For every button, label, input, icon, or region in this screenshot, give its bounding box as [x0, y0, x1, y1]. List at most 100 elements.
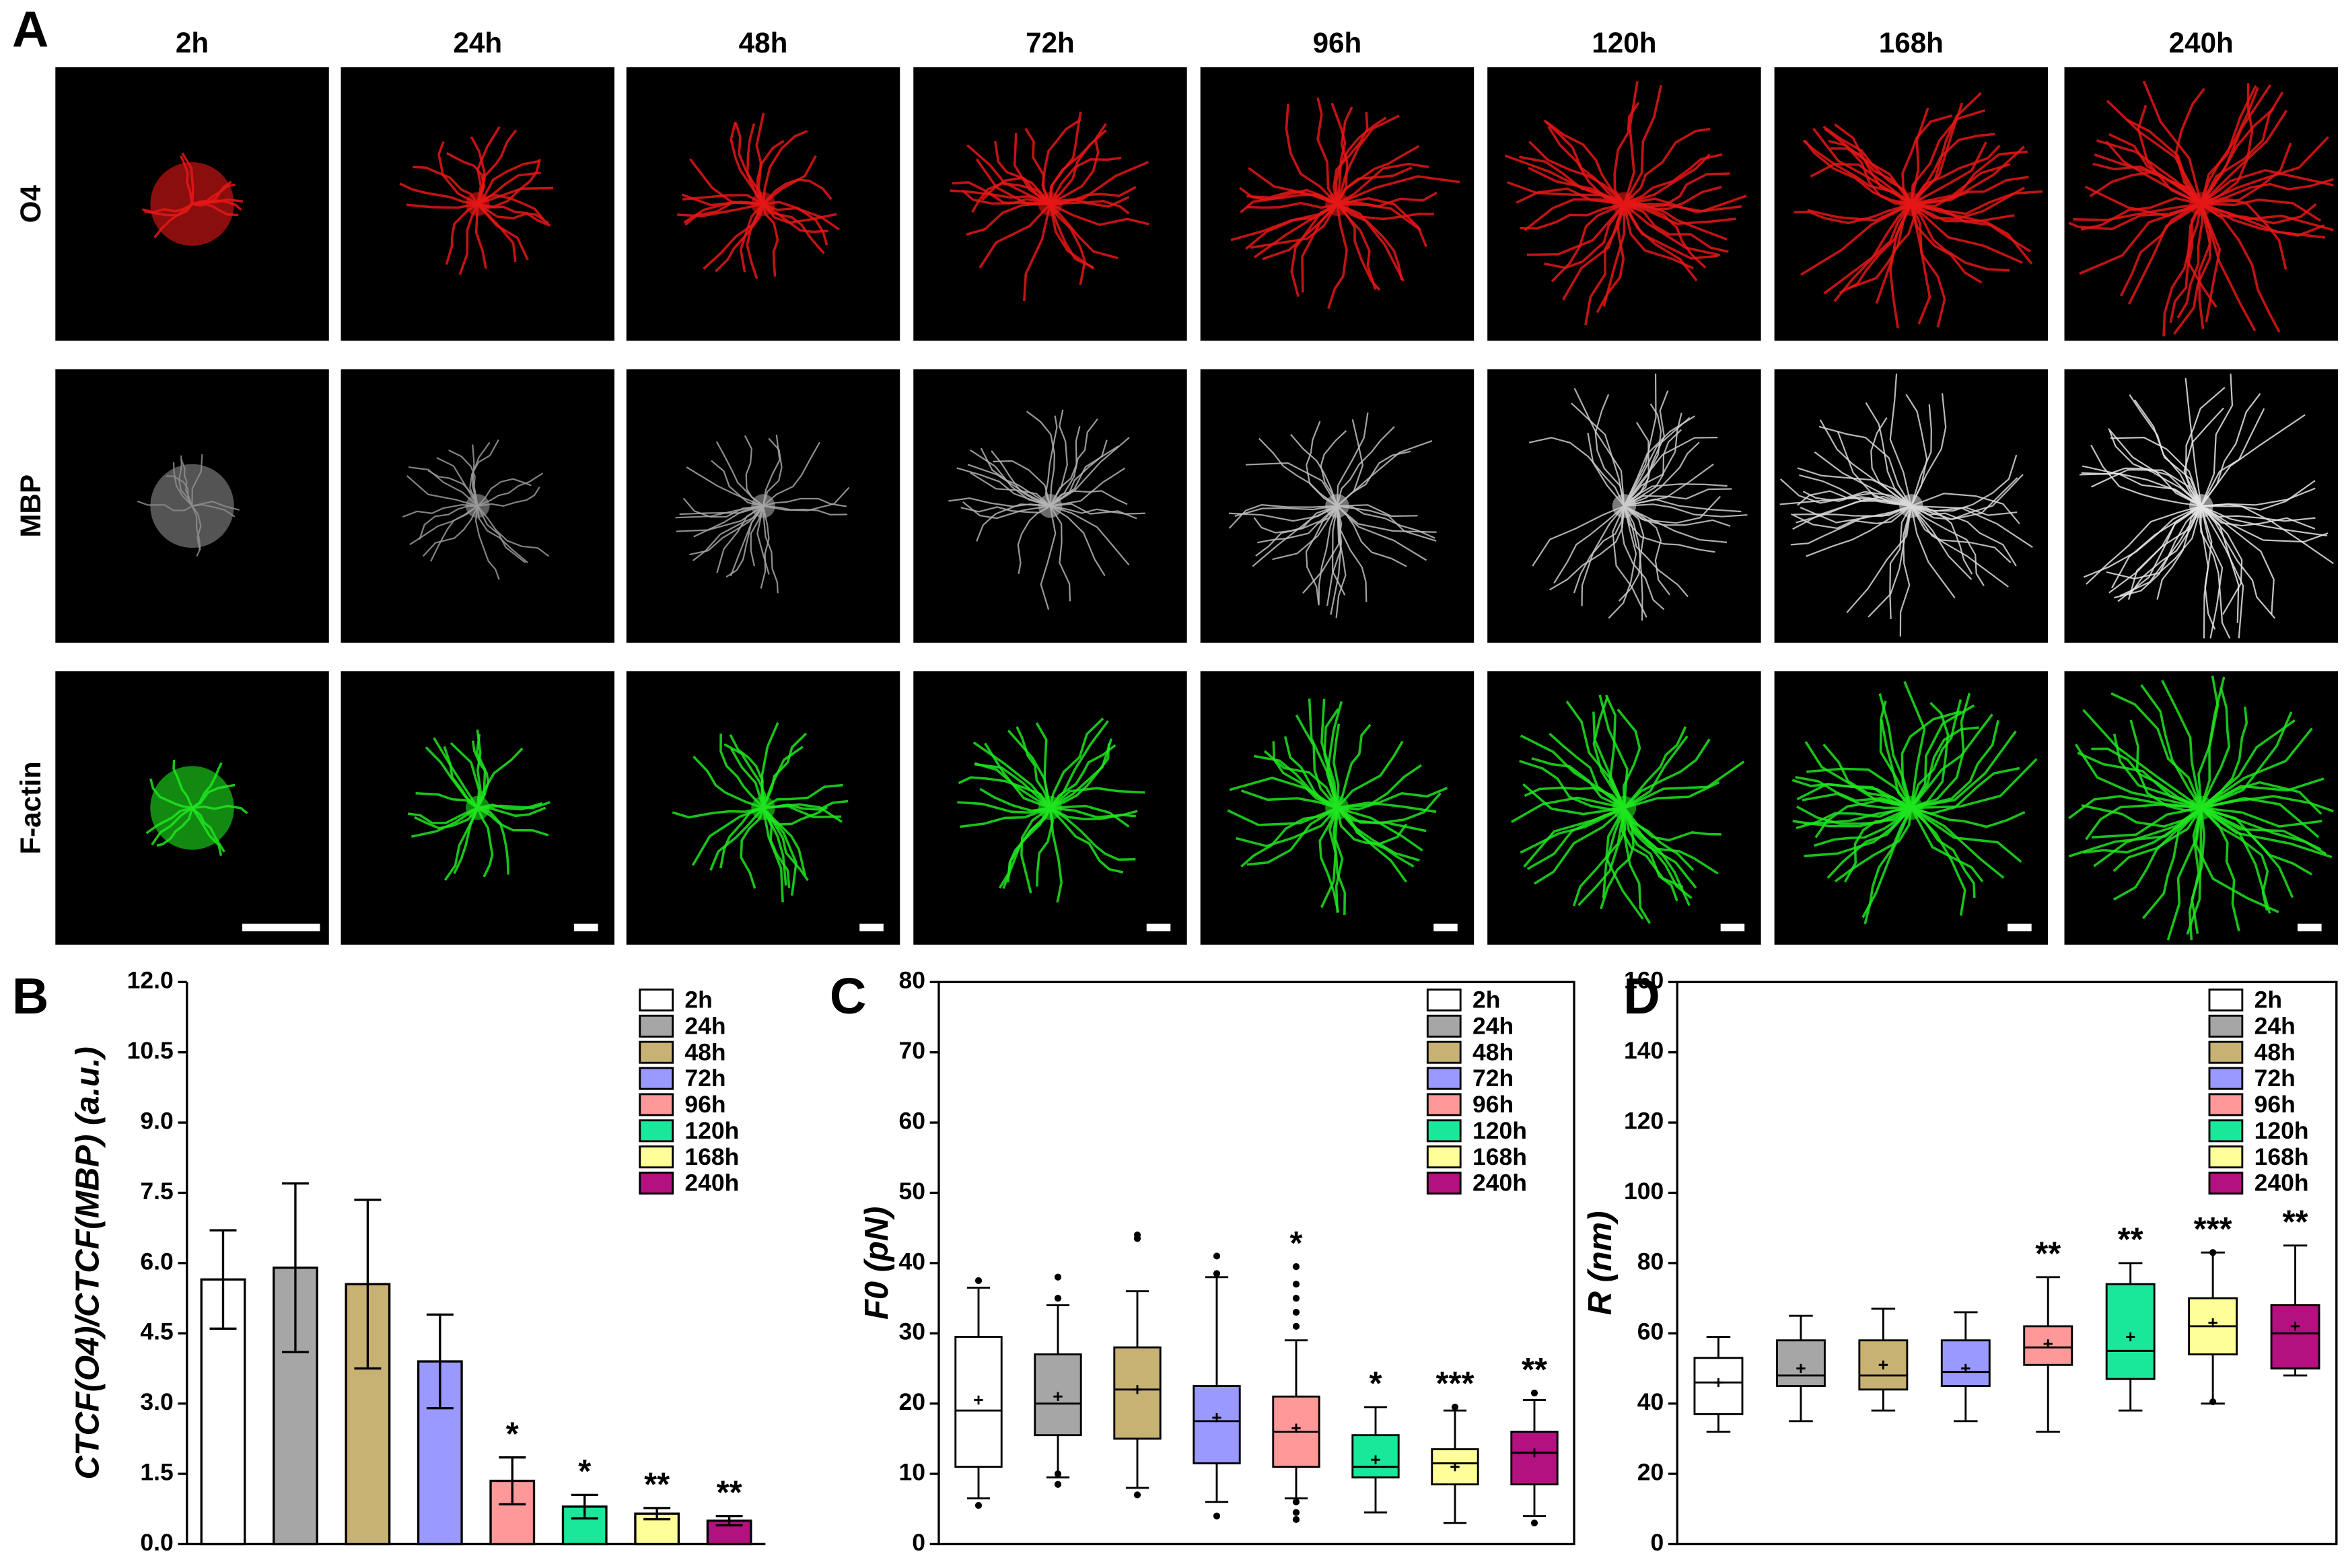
mean-marker	[1796, 1363, 1806, 1374]
significance: ***	[2194, 1211, 2232, 1248]
process	[477, 186, 554, 205]
process	[476, 478, 532, 507]
process	[762, 130, 808, 205]
process	[1911, 758, 2038, 810]
process	[476, 505, 526, 563]
y-tick-label: 12.0	[127, 967, 174, 994]
cell-signal	[145, 759, 248, 856]
process	[1810, 162, 1912, 205]
process	[1624, 203, 1707, 269]
process	[1305, 505, 1338, 604]
y-tick-label: 1.5	[140, 1458, 173, 1485]
process	[1572, 808, 1626, 906]
outlier	[1292, 1516, 1300, 1524]
process	[2091, 806, 2202, 839]
y-axis-label: F0 (pN)	[859, 1207, 895, 1320]
process	[1910, 807, 2022, 863]
significance: **	[2283, 1205, 2308, 1241]
process	[1049, 490, 1128, 507]
panel-letter: A	[12, 1, 49, 58]
process	[1306, 421, 1338, 507]
scale-bar	[1720, 923, 1745, 931]
process	[2200, 505, 2276, 619]
process	[1624, 197, 1742, 213]
significance: **	[1522, 1352, 1547, 1388]
cell-signal	[675, 434, 850, 594]
process	[1623, 81, 1639, 205]
process	[1049, 203, 1150, 226]
process	[180, 458, 193, 507]
cell-signal	[1504, 81, 1747, 326]
process	[402, 503, 478, 518]
process	[1049, 807, 1136, 861]
mean-marker	[1371, 1455, 1380, 1464]
process	[2174, 87, 2205, 205]
process	[1050, 505, 1145, 515]
process	[2191, 808, 2205, 934]
process	[192, 501, 240, 511]
process	[2107, 428, 2202, 507]
process	[2200, 107, 2275, 205]
process	[689, 505, 764, 556]
box	[2270, 1304, 2320, 1369]
process	[1337, 505, 1437, 542]
process	[2200, 807, 2269, 911]
cell-signal	[2068, 80, 2334, 336]
process	[1804, 806, 1912, 826]
outlier	[974, 1501, 983, 1509]
process	[1880, 701, 1913, 809]
cell-signal	[1779, 373, 2033, 637]
process	[1624, 503, 1748, 518]
process	[762, 497, 847, 507]
process	[762, 808, 784, 902]
significance: **	[644, 1467, 670, 1503]
process	[1024, 127, 1052, 205]
process	[1793, 203, 1912, 225]
process	[1049, 744, 1116, 809]
process	[1334, 808, 1344, 913]
process	[445, 203, 478, 265]
outlier	[1530, 1520, 1538, 1527]
process	[2200, 505, 2224, 639]
mean-marker	[1053, 1392, 1063, 1401]
process	[1520, 734, 1625, 809]
process	[746, 203, 765, 279]
y-tick-label: 120	[1624, 1107, 1664, 1134]
process	[1911, 505, 1973, 580]
process	[2082, 709, 2202, 809]
process	[1257, 505, 1338, 544]
mean-marker	[1713, 1378, 1724, 1388]
process	[192, 180, 232, 205]
process	[2176, 204, 2204, 319]
legend-swatch	[639, 1014, 674, 1038]
process	[476, 505, 550, 557]
cell-signal	[402, 439, 550, 580]
process	[471, 444, 478, 507]
panel-letter: B	[12, 968, 49, 1025]
process	[1335, 505, 1347, 618]
process	[1532, 505, 1625, 567]
micrograph	[55, 369, 329, 643]
process	[2200, 687, 2231, 809]
outlier	[1054, 1481, 1062, 1488]
process	[1049, 807, 1124, 874]
process	[734, 122, 765, 205]
cell-signal	[1227, 698, 1448, 915]
process	[1040, 505, 1057, 610]
legend-label: 168h	[1472, 1143, 1527, 1170]
process	[1870, 417, 1912, 507]
process	[1624, 186, 1722, 211]
process	[1910, 203, 1983, 284]
legend-swatch	[1426, 1067, 1462, 1090]
row-label: MBP	[15, 474, 46, 538]
process	[2119, 203, 2202, 297]
process	[1236, 807, 1339, 848]
process	[1547, 125, 1625, 205]
process	[762, 807, 806, 876]
process	[750, 505, 765, 567]
process	[1234, 505, 1338, 518]
process	[966, 203, 1051, 236]
outlier	[974, 1277, 983, 1285]
process	[2162, 203, 2203, 336]
process	[2200, 505, 2231, 639]
